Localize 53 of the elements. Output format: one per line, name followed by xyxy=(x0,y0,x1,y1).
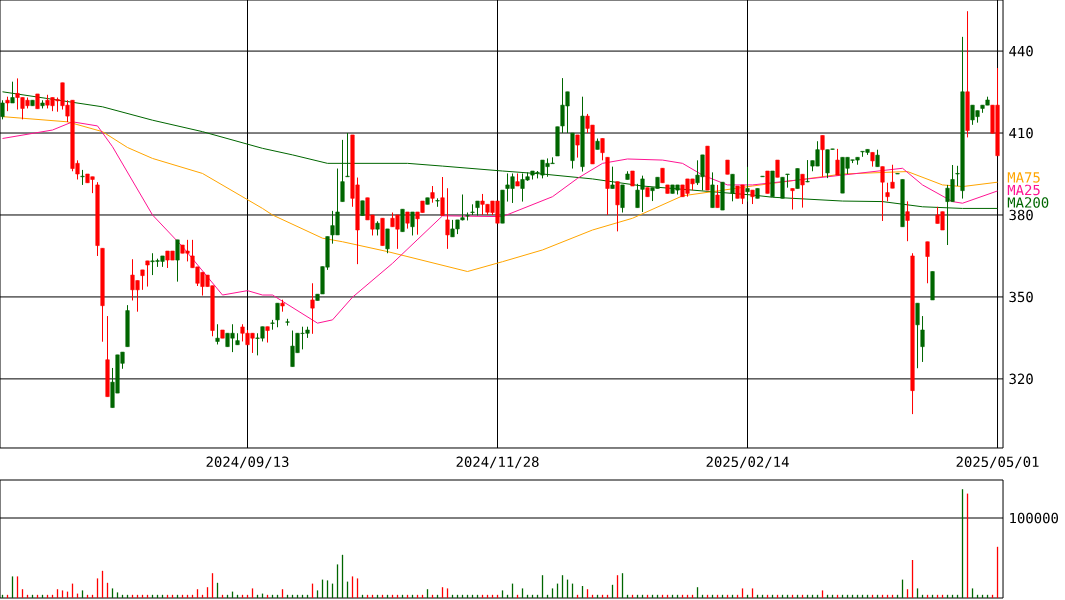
y-tick-label: 320 xyxy=(1009,373,1033,385)
candlestick xyxy=(145,260,150,288)
series-label: MA200 xyxy=(1007,197,1049,208)
candlestick xyxy=(745,166,750,203)
series-label: MA25 xyxy=(1007,184,1040,196)
candlestick xyxy=(780,176,785,199)
candlestick xyxy=(600,137,605,161)
x-tick-label: 2025/05/01 xyxy=(956,456,1039,469)
candlestick xyxy=(820,134,825,178)
line-series xyxy=(2,116,999,273)
candlestick xyxy=(805,159,810,183)
candlestick xyxy=(715,184,720,209)
candlestick xyxy=(80,169,85,186)
candlestick xyxy=(310,282,315,335)
candlestick xyxy=(275,302,280,328)
candlestick xyxy=(925,241,930,284)
candlestick xyxy=(730,173,735,202)
y-tick-label: 350 xyxy=(1009,291,1033,303)
candlestick xyxy=(0,99,5,120)
line-series xyxy=(2,121,999,324)
candlestick xyxy=(340,139,345,203)
candlestick xyxy=(175,239,180,283)
candlestick xyxy=(140,269,145,291)
candlestick xyxy=(440,176,445,217)
y-tick-label: 380 xyxy=(1009,209,1033,221)
candlestick xyxy=(400,208,405,233)
candlestick xyxy=(215,323,220,345)
candlestick xyxy=(835,148,840,176)
candlestick xyxy=(880,166,885,222)
candlestick xyxy=(890,164,895,189)
x-tick-label: 2024/09/13 xyxy=(206,456,289,469)
candlestick xyxy=(920,315,925,363)
candlestick xyxy=(765,170,770,194)
candlestick xyxy=(905,200,910,242)
candlestick xyxy=(795,168,800,189)
series-label: MA75 xyxy=(1007,172,1040,183)
candlestick xyxy=(790,187,795,211)
candlestick xyxy=(445,187,450,250)
candlestick xyxy=(800,173,805,209)
candlestick xyxy=(885,182,890,202)
candlestick xyxy=(615,181,620,232)
candlestick xyxy=(345,132,350,178)
candlestick xyxy=(575,134,580,159)
y-tick-label: 100000 xyxy=(1010,512,1059,524)
y-tick-label: 410 xyxy=(1009,127,1033,139)
x-tick-label: 2024/11/28 xyxy=(456,456,539,469)
candlestick xyxy=(610,166,615,189)
candlestick xyxy=(915,302,920,369)
candlestick xyxy=(385,228,390,254)
candlestick xyxy=(410,211,415,236)
y-tick-label: 440 xyxy=(1009,45,1033,57)
x-tick-label: 2025/02/14 xyxy=(706,456,789,469)
candlestick xyxy=(785,173,790,189)
